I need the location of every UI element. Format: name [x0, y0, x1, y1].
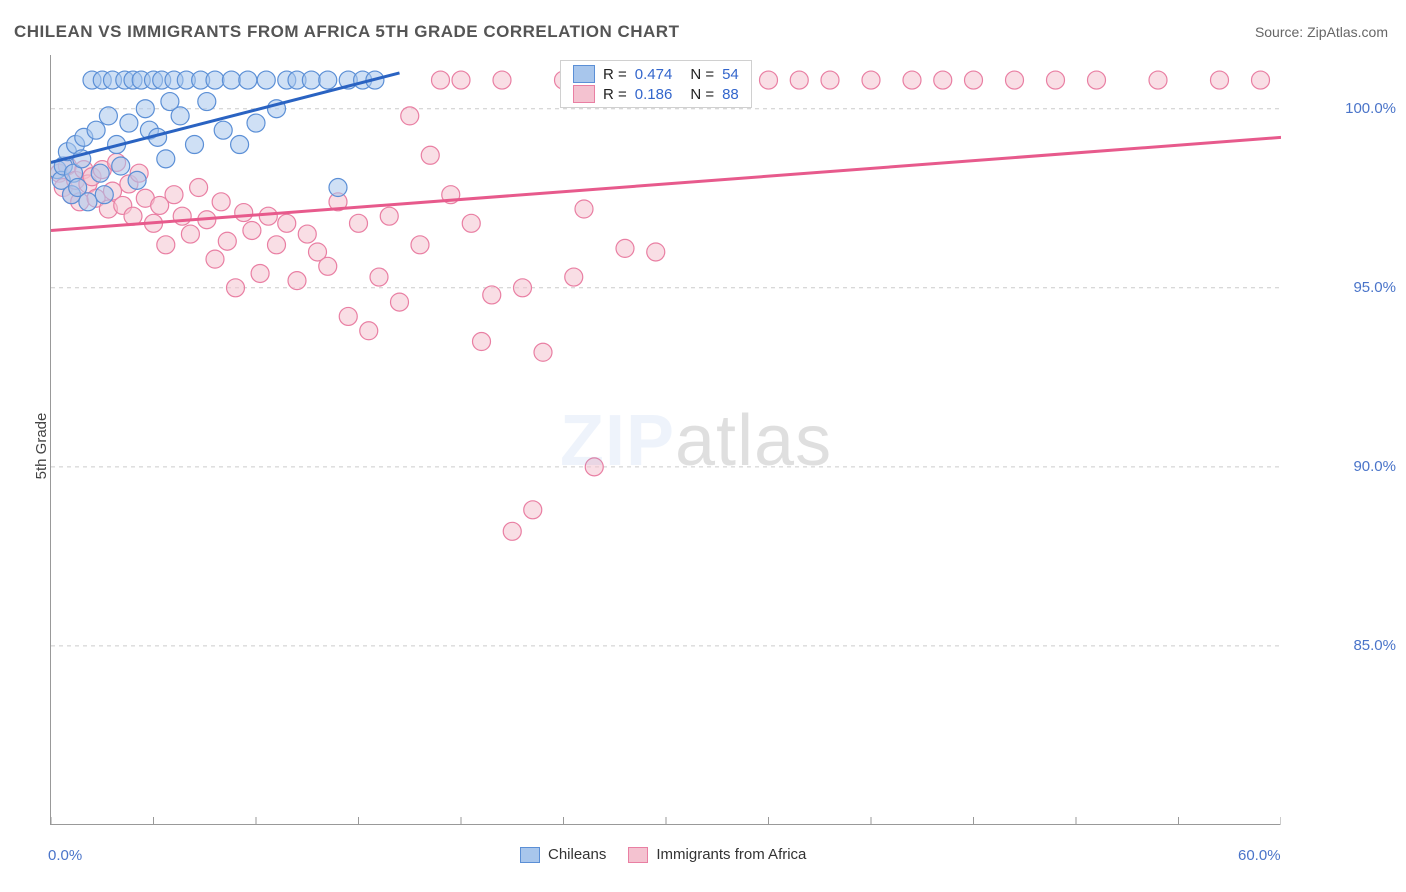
- legend-item: Chileans: [520, 846, 606, 863]
- legend-n-label: N =: [690, 66, 714, 83]
- legend-row: R = 0.186 N = 88: [573, 85, 739, 103]
- legend-r-value: 0.474: [635, 66, 673, 83]
- y-tick-label: 95.0%: [1286, 279, 1396, 296]
- y-tick-label: 100.0%: [1286, 100, 1396, 117]
- legend-swatch: [628, 847, 648, 863]
- legend-series-name: Chileans: [548, 846, 606, 863]
- legend-n-value: 54: [722, 66, 739, 83]
- y-axis-label: 5th Grade: [33, 413, 50, 480]
- scatter-svg: [51, 55, 1281, 825]
- legend-r-label: R =: [603, 86, 627, 103]
- legend-swatch: [520, 847, 540, 863]
- legend-swatch: [573, 65, 595, 83]
- legend-r-value: 0.186: [635, 86, 673, 103]
- x-tick-label: 0.0%: [48, 847, 82, 864]
- source-label: Source: ZipAtlas.com: [1255, 24, 1388, 40]
- correlation-legend: R = 0.474 N = 54 R = 0.186 N = 88: [560, 60, 752, 108]
- legend-row: R = 0.474 N = 54: [573, 65, 739, 83]
- legend-n-value: 88: [722, 86, 739, 103]
- series-legend: Chileans Immigrants from Africa: [520, 846, 806, 863]
- y-tick-label: 85.0%: [1286, 637, 1396, 654]
- legend-r-label: R =: [603, 66, 627, 83]
- legend-item: Immigrants from Africa: [628, 846, 806, 863]
- x-tick-label: 60.0%: [1238, 847, 1281, 864]
- plot-area: [50, 55, 1280, 825]
- legend-n-label: N =: [690, 86, 714, 103]
- legend-swatch: [573, 85, 595, 103]
- chart-title: CHILEAN VS IMMIGRANTS FROM AFRICA 5TH GR…: [14, 22, 679, 42]
- legend-series-name: Immigrants from Africa: [656, 846, 806, 863]
- y-tick-label: 90.0%: [1286, 458, 1396, 475]
